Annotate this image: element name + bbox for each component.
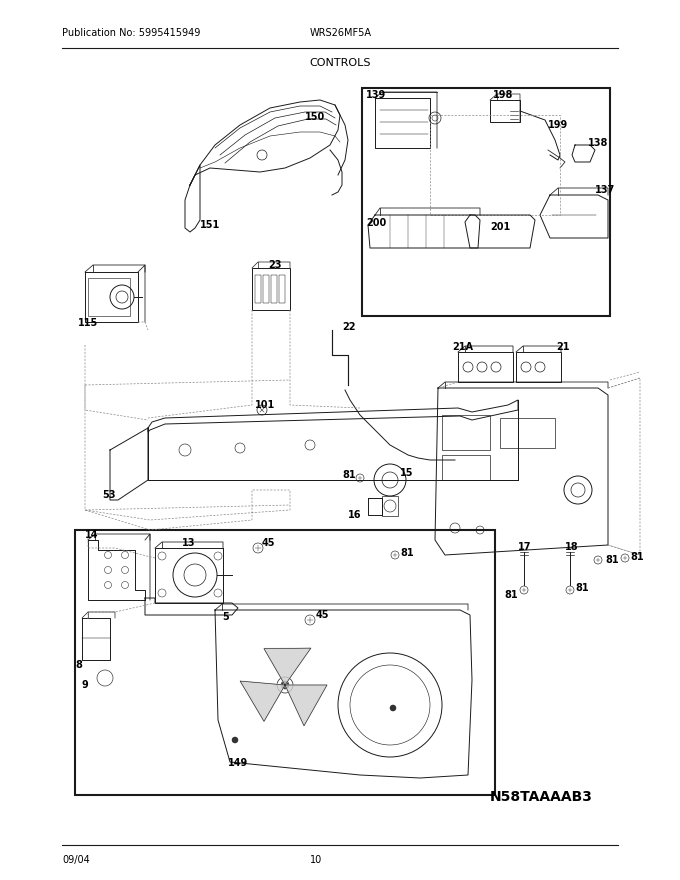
Bar	[362, 88, 610, 316]
Polygon shape	[240, 681, 285, 722]
Bar	[442, 415, 490, 450]
Bar	[263, 275, 269, 303]
Bar	[490, 100, 520, 122]
Text: 10: 10	[310, 855, 322, 865]
Text: WRS26MF5A: WRS26MF5A	[310, 28, 372, 38]
Text: 21A: 21A	[452, 342, 473, 352]
Text: 101: 101	[255, 400, 275, 410]
Text: 81: 81	[505, 590, 518, 600]
Text: 198: 198	[493, 90, 513, 100]
Text: Publication No: 5995415949: Publication No: 5995415949	[62, 28, 201, 38]
Polygon shape	[285, 685, 327, 726]
Circle shape	[281, 681, 289, 689]
Text: 137: 137	[595, 185, 615, 195]
Text: 17: 17	[518, 542, 532, 552]
Text: 81: 81	[342, 470, 356, 480]
Bar	[255, 275, 261, 303]
Text: 81: 81	[605, 555, 619, 565]
Text: 16: 16	[348, 510, 362, 520]
Text: 150: 150	[305, 112, 325, 122]
Bar	[516, 352, 561, 382]
Circle shape	[232, 737, 238, 743]
Bar	[271, 275, 277, 303]
Text: 23: 23	[268, 260, 282, 270]
Text: 53: 53	[102, 490, 116, 500]
Bar	[279, 275, 285, 303]
Text: 09/04: 09/04	[62, 855, 90, 865]
Text: 14: 14	[85, 530, 99, 540]
Text: 22: 22	[342, 322, 356, 332]
Circle shape	[390, 705, 396, 711]
Text: 115: 115	[78, 318, 98, 328]
Bar	[442, 455, 490, 480]
Text: 18: 18	[565, 542, 579, 552]
Text: 81: 81	[400, 548, 413, 558]
Text: 15: 15	[400, 468, 413, 478]
Text: 199: 199	[548, 120, 568, 130]
Text: 149: 149	[228, 758, 248, 768]
Text: 81: 81	[575, 583, 589, 593]
Bar	[155, 548, 223, 603]
Bar	[252, 268, 290, 310]
Text: 201: 201	[490, 222, 510, 232]
Bar	[88, 278, 130, 316]
Text: CONTROLS: CONTROLS	[309, 58, 371, 68]
Text: 45: 45	[316, 610, 330, 620]
Text: 13: 13	[182, 538, 196, 548]
Text: 138: 138	[588, 138, 609, 148]
Text: 81: 81	[630, 552, 644, 562]
Text: N58TAAAAB3: N58TAAAAB3	[490, 790, 593, 804]
Text: 21: 21	[556, 342, 570, 352]
Text: 151: 151	[200, 220, 220, 230]
Polygon shape	[264, 649, 311, 685]
Text: 200: 200	[366, 218, 386, 228]
Bar	[382, 496, 398, 516]
Text: 45: 45	[262, 538, 275, 548]
Bar	[458, 352, 513, 382]
Text: 9: 9	[82, 680, 89, 690]
Text: 139: 139	[366, 90, 386, 100]
Bar	[75, 530, 495, 795]
Bar	[500, 418, 555, 448]
Text: 8: 8	[75, 660, 82, 670]
Text: 5: 5	[222, 612, 228, 622]
